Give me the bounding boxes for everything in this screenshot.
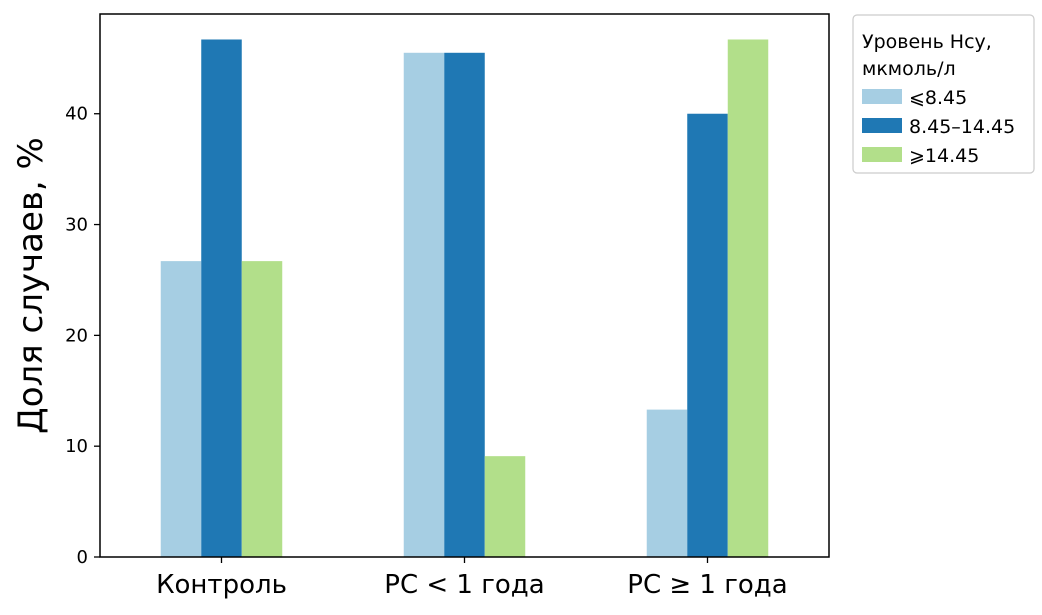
bar (484, 456, 526, 557)
legend-label: ⩾14.45 (909, 145, 979, 167)
legend: Уровень Hcy, мкмоль/л ⩽8.45 8.45–14.45 ⩾14… (852, 14, 1035, 174)
y-tick-label: 30 (65, 215, 88, 236)
legend-label: ⩽8.45 (909, 87, 967, 109)
bars-group (160, 39, 769, 558)
legend-label: 8.45–14.45 (909, 116, 1015, 138)
bar (160, 261, 202, 557)
bar (646, 409, 688, 557)
y-axis-title: Доля случаев, % (11, 137, 51, 434)
bar (201, 39, 242, 558)
legend-box (852, 14, 1035, 174)
x-axis-labels: Контроль РС < 1 года РС ≥ 1 года (156, 557, 788, 600)
bar (727, 39, 769, 558)
legend-swatch (862, 89, 902, 104)
y-tick-label: 0 (77, 547, 88, 568)
bar (444, 52, 485, 558)
bar (241, 261, 283, 557)
y-tick-label: 40 (65, 104, 88, 125)
legend-title-line-2: мкмоль/л (862, 58, 956, 80)
x-category-label: Контроль (156, 570, 287, 600)
x-category-label: РС ≥ 1 года (627, 570, 787, 600)
y-axis-ticks: 0 10 20 30 40 (65, 104, 100, 568)
legend-swatch (862, 118, 902, 133)
legend-swatch (862, 147, 902, 162)
legend-title-line-1: Уровень Hcy, (862, 31, 992, 53)
y-tick-label: 20 (65, 325, 88, 346)
bar (687, 113, 728, 558)
legend-items: ⩽8.45 8.45–14.45 ⩾14.45 (862, 87, 1015, 167)
bar (403, 52, 445, 558)
y-tick-label: 10 (65, 436, 88, 457)
x-category-label: РС < 1 года (384, 570, 544, 600)
